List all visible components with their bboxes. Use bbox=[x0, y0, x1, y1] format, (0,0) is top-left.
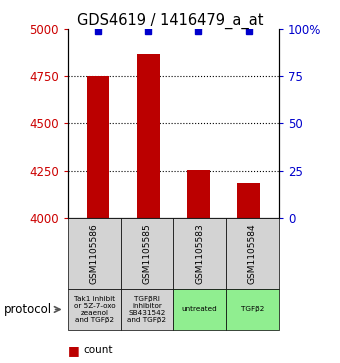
Bar bbox=[87, 76, 109, 218]
Text: Tak1 inhibit
or 5Z-7-oxo
zeaenol
and TGFβ2: Tak1 inhibit or 5Z-7-oxo zeaenol and TGF… bbox=[73, 296, 115, 323]
Bar bbox=[137, 54, 159, 218]
Text: GSM1105585: GSM1105585 bbox=[142, 223, 152, 284]
Text: TGFβ2: TGFβ2 bbox=[241, 306, 264, 313]
Text: count: count bbox=[83, 345, 113, 355]
Text: ■: ■ bbox=[68, 344, 80, 357]
Bar bbox=[187, 170, 210, 218]
Text: untreated: untreated bbox=[182, 306, 218, 313]
Text: TGFβRI
inhibitor
SB431542
and TGFβ2: TGFβRI inhibitor SB431542 and TGFβ2 bbox=[128, 296, 167, 323]
Text: GSM1105583: GSM1105583 bbox=[195, 223, 204, 284]
Bar bbox=[237, 183, 260, 218]
Text: GDS4619 / 1416479_a_at: GDS4619 / 1416479_a_at bbox=[77, 13, 263, 29]
Text: GSM1105584: GSM1105584 bbox=[248, 223, 257, 284]
Text: GSM1105586: GSM1105586 bbox=[90, 223, 99, 284]
Text: ■: ■ bbox=[68, 361, 80, 363]
Text: protocol: protocol bbox=[3, 303, 52, 316]
